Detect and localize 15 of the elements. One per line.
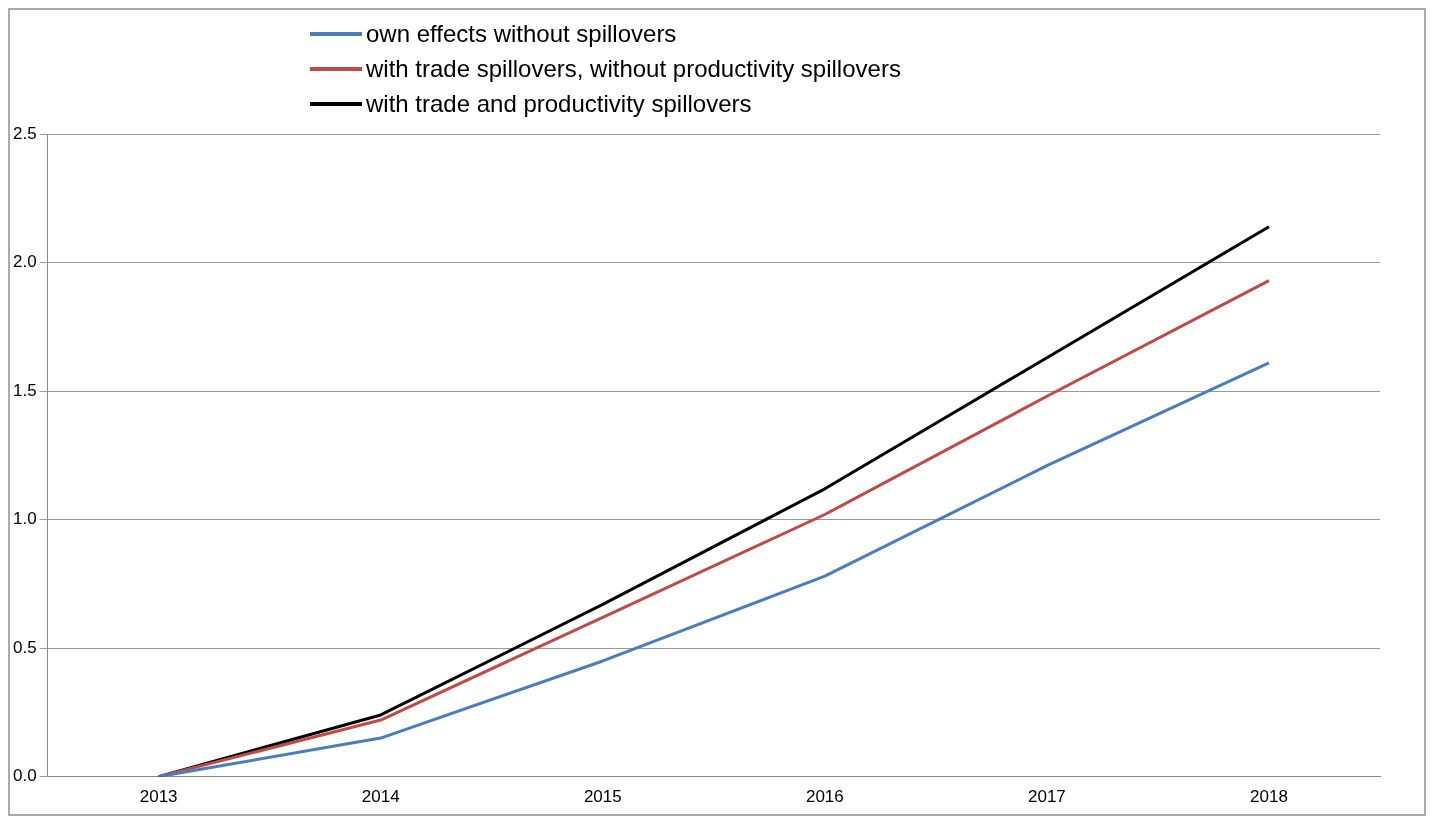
- legend-label: own effects without spillovers: [366, 19, 677, 48]
- y-tick-label: 2.5: [12, 123, 37, 143]
- x-tick-label: 2014: [361, 787, 400, 807]
- y-tick-label: 1.0: [12, 509, 37, 529]
- x-tick-label: 2016: [805, 787, 844, 807]
- legend-label: with trade spillovers, without productivity spillovers: [366, 54, 901, 83]
- y-tick-label: 1.5: [12, 380, 37, 400]
- legend-label: with trade and productivity spillovers: [366, 89, 752, 118]
- x-tick-label: 2013: [139, 787, 178, 807]
- y-tick-label: 2.0: [12, 252, 37, 272]
- x-tick-label: 2015: [583, 787, 622, 807]
- y-tick-label: 0.0: [12, 766, 37, 786]
- x-tick-label: 2017: [1027, 787, 1066, 807]
- y-tick-label: 0.5: [12, 637, 37, 657]
- x-tick-label: 2018: [1250, 787, 1288, 807]
